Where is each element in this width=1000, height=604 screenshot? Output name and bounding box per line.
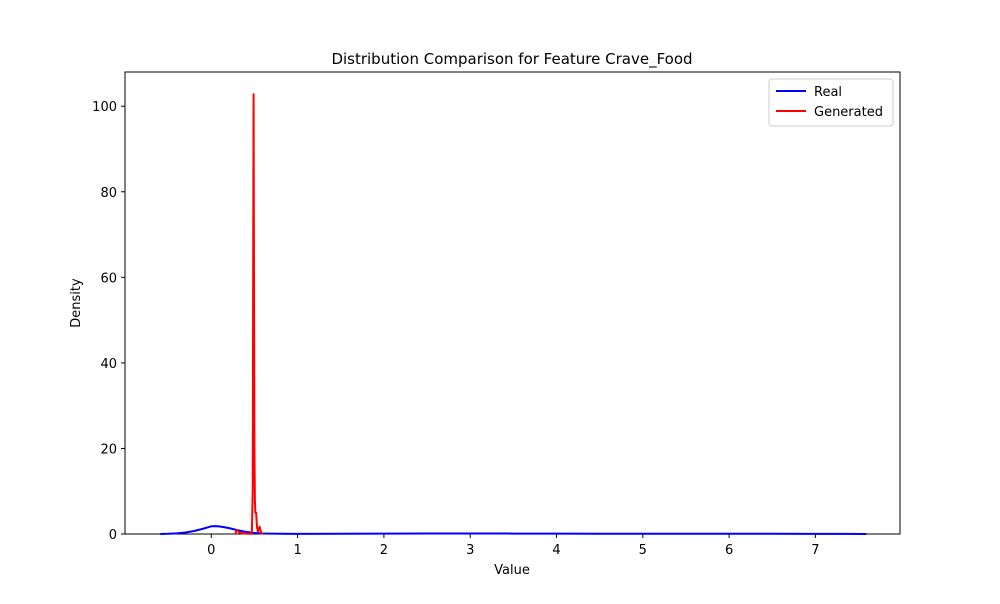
y-tick-label: 20 [100, 442, 117, 457]
legend-label-generated: Generated [814, 105, 883, 120]
y-tick-label: 100 [92, 100, 117, 115]
x-axis-label: Value [494, 563, 530, 578]
y-tick-label: 80 [100, 186, 117, 201]
series-line-real [160, 525, 867, 535]
legend: Real Generated [768, 78, 894, 127]
x-axis: 0 1 2 3 4 5 6 7 [207, 534, 820, 558]
series-line-generated [234, 93, 264, 535]
y-axis: 0 20 40 60 80 100 [92, 100, 125, 543]
chart-title: Distribution Comparison for Feature Crav… [331, 50, 692, 69]
plot-area [124, 71, 901, 535]
x-tick-label: 4 [552, 543, 560, 558]
y-axis-label: Density [69, 278, 84, 328]
series-layer [160, 93, 867, 535]
x-tick-label: 3 [466, 543, 474, 558]
y-tick-label: 40 [100, 357, 117, 372]
x-tick-label: 6 [725, 543, 733, 558]
x-tick-label: 2 [380, 543, 388, 558]
y-tick-label: 60 [100, 271, 117, 286]
y-tick-label: 0 [109, 528, 117, 543]
x-tick-label: 0 [207, 543, 215, 558]
x-tick-label: 7 [811, 543, 819, 558]
x-tick-label: 1 [293, 543, 301, 558]
legend-label-real: Real [814, 85, 842, 100]
x-tick-label: 5 [639, 543, 647, 558]
